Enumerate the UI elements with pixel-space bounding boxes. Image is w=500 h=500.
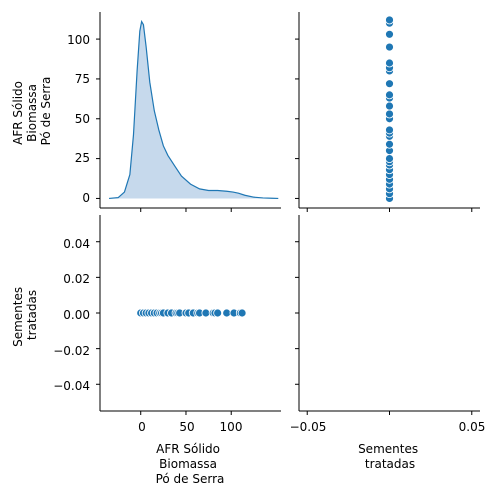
xlabel-col2-line1: Sementes [358,442,418,456]
tick-label-bl-y-000: 0.00 [63,308,90,322]
xlabel-col1: AFR Sólido Biomassa Pó de Serra [156,442,225,486]
tick-label-bl-x-50: 50 [179,420,194,434]
scatter-point [385,125,394,135]
scatter-point [222,308,232,318]
ylabel-row2-line2: tratadas [25,290,39,340]
tick-label-br-x-005: 0.05 [459,420,486,434]
scatter-point [213,308,223,318]
scatter-point [385,58,394,68]
tick-label-bl-y-004: 0.04 [63,237,90,251]
ylabel-row1: AFR Sólido Biomassa Pó de Serra [11,77,53,146]
axis-titles: AFR Sólido Biomassa Pó de Serra Sementes… [11,77,422,486]
panel-kde-afr [108,19,279,200]
scatter-point [385,29,394,39]
scatter-point [385,42,394,52]
tick-labels: 0 25 50 75 100 −0.04 −0.02 0.00 0.02 0.0… [53,33,485,434]
xlabel-col2: Sementes tratadas [358,442,422,471]
tick-label-tl-y-100: 100 [67,33,90,47]
scatter-point [385,109,394,119]
scatter-point [385,154,394,164]
scatter-point [385,101,394,111]
tick-label-bl-y-002: 0.02 [63,272,90,286]
tick-label-bl-y-neg002: −0.02 [53,344,90,358]
scatter-point [385,79,394,89]
tick-label-bl-y-neg004: −0.04 [53,379,90,393]
scatter-point [385,139,394,149]
xlabel-col1-line3: Pó de Serra [156,472,225,486]
ylabel-row2-line1: Sementes [11,287,25,347]
tick-label-bl-x-0: 0 [138,420,146,434]
kde-line [108,19,279,200]
ylabel-row1-line1: AFR Sólido [11,81,25,145]
xlabel-col2-line2: tratadas [365,457,415,471]
xlabel-col1-line1: AFR Sólido [156,442,220,456]
scatter-point [385,90,394,100]
scatter-point [201,308,211,318]
ylabel-row2: Sementes tratadas [11,283,39,347]
panel-scatter-bottom-left [136,308,247,318]
kde-area [109,21,279,199]
ylabel-row1-line2: Biomassa [25,84,39,142]
tick-marks [96,38,473,415]
ylabel-row1-line3: Pó de Serra [39,77,53,146]
tick-label-bl-x-100: 100 [220,420,243,434]
tick-label-tl-y-0: 0 [82,191,90,205]
scatter-point [385,15,394,25]
tick-label-tl-y-75: 75 [75,72,90,86]
panel-scatter-top-right [385,15,394,203]
tick-label-br-x-neg005: −0.05 [290,420,327,434]
tick-label-tl-y-50: 50 [75,112,90,126]
scatter-point [237,308,247,318]
xlabel-col1-line2: Biomassa [159,457,217,471]
tick-label-tl-y-25: 25 [75,151,90,165]
